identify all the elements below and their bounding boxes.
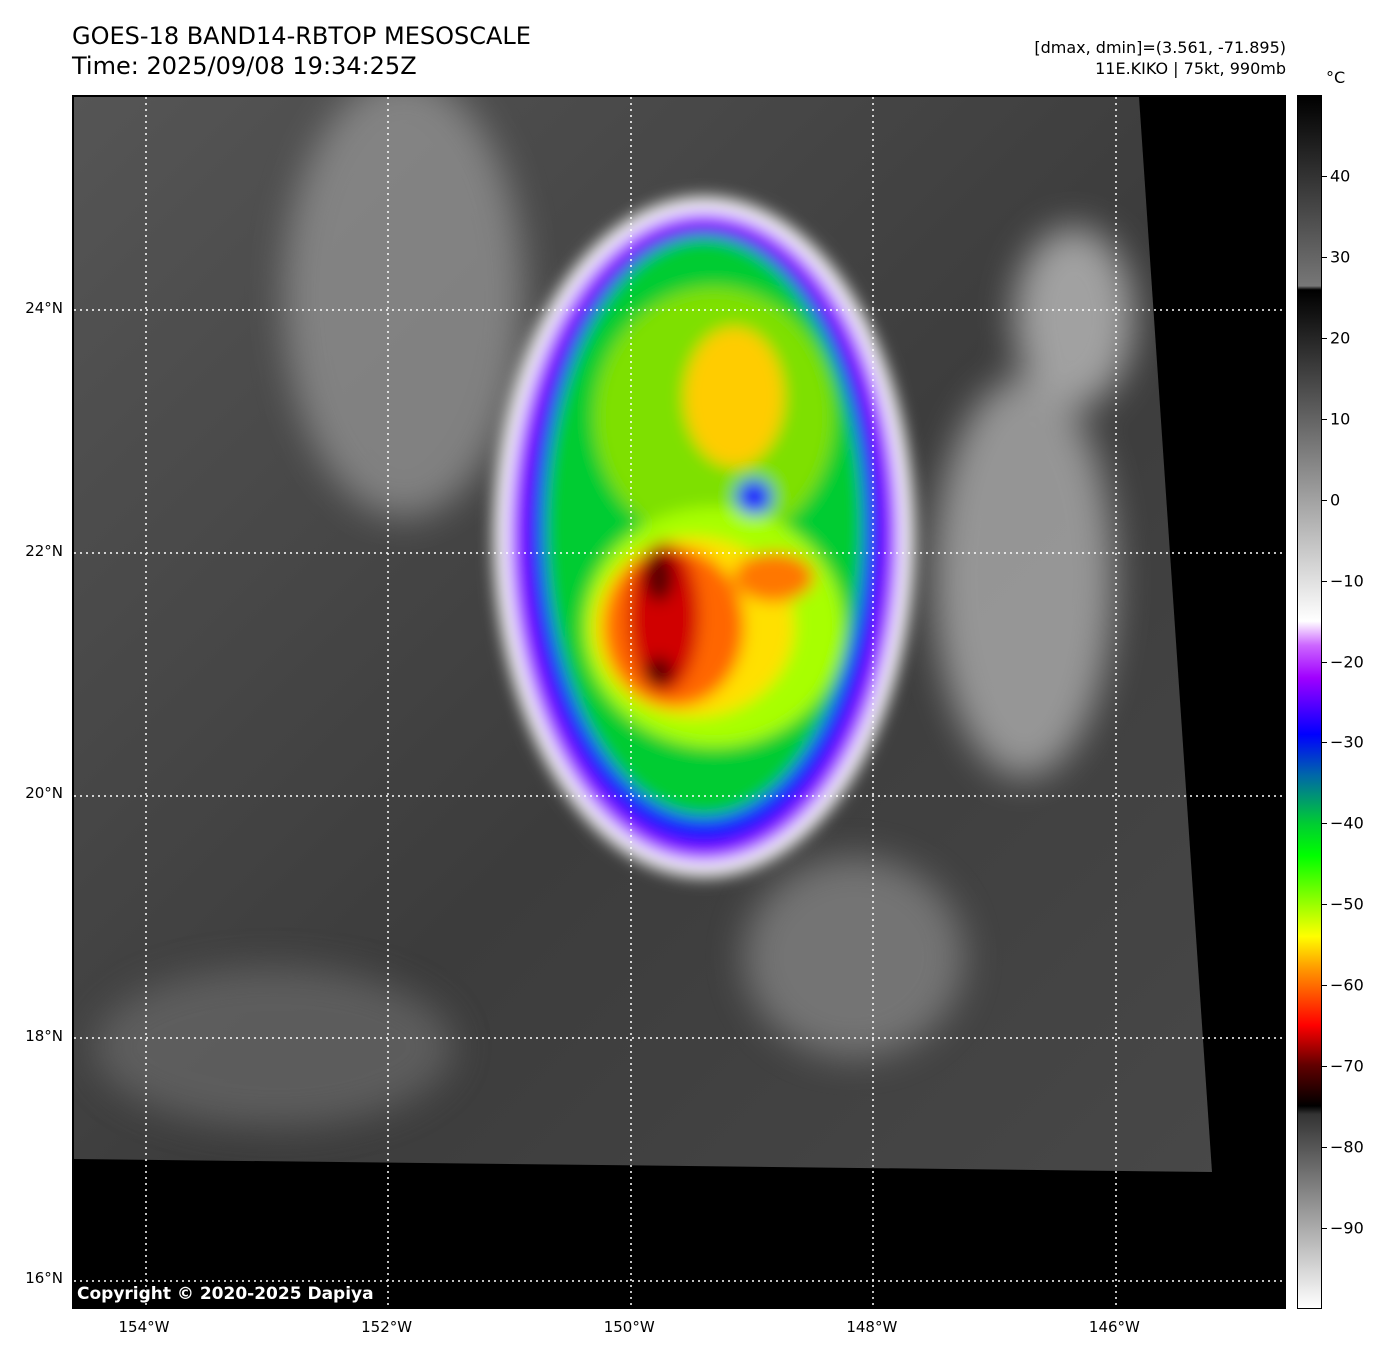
lat-label: 22°N [25,541,63,560]
colorbar-tick-label: −90 [1330,1218,1364,1238]
colorbar-tick-label: −40 [1330,813,1364,833]
colorbar-tick-label: −50 [1330,894,1364,914]
colorbar-tick-label: 10 [1330,409,1351,429]
lat-label: 18°N [25,1026,63,1045]
colorbar-tick [1322,580,1327,582]
colorbar-tick [1322,661,1327,663]
colorbar-tick [1322,418,1327,420]
colorbar-tick [1322,337,1327,339]
satellite-map [72,95,1286,1309]
colorbar-tick-label: −60 [1330,975,1364,995]
colorbar-tick-label: 40 [1330,166,1351,186]
colorbar-tick [1322,904,1327,906]
colorbar-tick [1322,256,1327,258]
colorbar-tick-label: −80 [1330,1137,1364,1157]
lon-label: 146°W [1088,1318,1140,1336]
colorbar-tick [1322,742,1327,744]
satellite-imagery [74,97,1284,1307]
colorbar-tick-label: 30 [1330,247,1351,267]
colorbar [1297,95,1322,1309]
data-range: [dmax, dmin]=(3.561, -71.895) [1034,38,1286,57]
colorbar-tick-label: −20 [1330,652,1364,672]
lat-label: 20°N [25,784,63,803]
image-time: Time: 2025/09/08 19:34:25Z [72,52,417,80]
copyright-text: Copyright © 2020-2025 Dapiya [77,1284,374,1304]
lon-label: 154°W [118,1318,170,1336]
colorbar-tick-label: 0 [1330,490,1341,510]
colorbar-tick [1322,823,1327,825]
colorbar-tick [1322,1147,1327,1149]
colorbar-tick [1322,985,1327,987]
lon-label: 150°W [603,1318,655,1336]
colorbar-tick [1322,1066,1327,1068]
colorbar-tick [1322,499,1327,501]
storm-info: 11E.KIKO | 75kt, 990mb [1095,59,1286,78]
colorbar-tick-label: −30 [1330,732,1364,752]
lon-label: 152°W [361,1318,413,1336]
colorbar-tick-label: 20 [1330,328,1351,348]
lon-label: 148°W [846,1318,898,1336]
image-title: GOES-18 BAND14-RBTOP MESOSCALE [72,22,531,50]
lat-label: 16°N [25,1269,63,1288]
graticule [74,97,1284,1307]
colorbar-unit: °C [1326,68,1346,87]
colorbar-tick-label: −70 [1330,1056,1364,1076]
colorbar-tick [1322,1228,1327,1230]
colorbar-tick-label: −10 [1330,571,1364,591]
colorbar-tick [1322,175,1327,177]
lat-label: 24°N [25,299,63,317]
